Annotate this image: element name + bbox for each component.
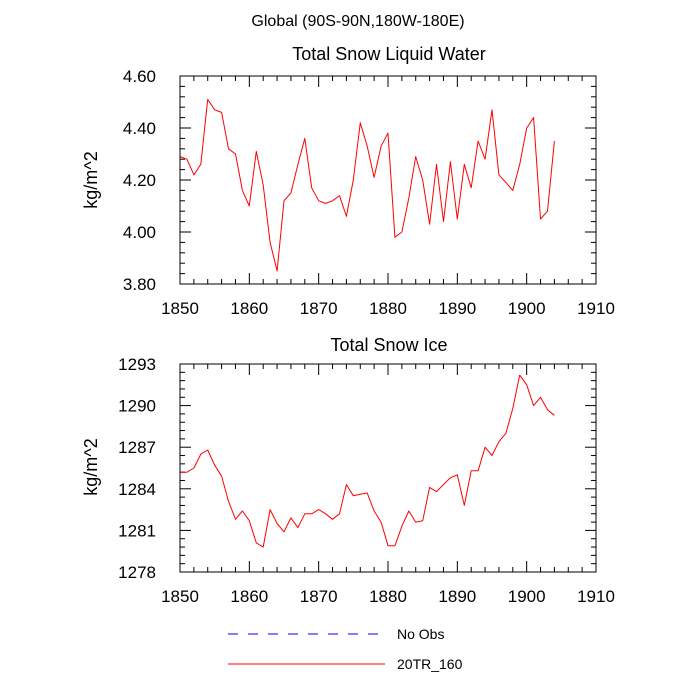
x-tick-label: 1890 [438,299,476,318]
y-tick-label: 4.00 [123,223,156,242]
chart-title: Total Snow Ice [330,335,447,355]
series-group [179,98,555,272]
legend-label-20tr-160: 20TR_160 [397,656,463,672]
y-tick-label: 4.60 [123,67,156,86]
plot-frame [179,75,597,285]
y-tick-label: 1293 [118,355,156,374]
legend: No Obs 20TR_160 [228,626,463,672]
chart-title: Total Snow Liquid Water [292,44,485,64]
series-group [180,374,555,548]
y-tick-label: 4.40 [123,119,156,138]
y-tick-label: 1290 [118,397,156,416]
y-tick-label: 1284 [118,480,156,499]
y-axis-label: kg/m^2 [81,438,101,495]
x-tick-label: 1890 [438,587,476,606]
axis-ticks: 1850 1860 1870 1880 1890 1900 1910 3.80 4.00 4.20… [123,67,615,318]
x-tick-label: 1860 [230,299,268,318]
y-tick-label: 1278 [118,563,156,582]
plot-frame [179,363,597,573]
x-tick-label: 1870 [300,299,338,318]
y-tick-label: 1281 [118,521,156,540]
y-tick-label: 3.80 [123,275,156,294]
x-tick-label: 1880 [369,587,407,606]
series-line-20tr-160 [179,98,555,272]
series-line-20tr-160 [180,374,555,548]
panel-snow-liquid-water: Total Snow Liquid Water kg/m^2 1850 1860 1… [81,44,615,318]
y-tick-label: 1287 [118,438,156,457]
x-tick-label: 1870 [300,587,338,606]
figure-suptitle: Global (90S-90N,180W-180E) [251,13,464,30]
x-tick-label: 1910 [577,299,615,318]
x-tick-label: 1850 [161,299,199,318]
x-tick-label: 1900 [508,299,546,318]
legend-label-no-obs: No Obs [397,626,444,642]
x-tick-label: 1910 [577,587,615,606]
x-tick-label: 1900 [508,587,546,606]
axis-ticks: 1850 1860 1870 1880 1890 1900 1910 1278 1281 1284… [118,355,615,606]
y-axis-label: kg/m^2 [81,151,101,208]
x-tick-label: 1880 [369,299,407,318]
y-tick-label: 4.20 [123,171,156,190]
panel-snow-ice: Total Snow Ice kg/m^2 1850 1860 1870 1880 18… [81,335,615,606]
x-tick-label: 1860 [230,587,268,606]
x-tick-label: 1850 [161,587,199,606]
